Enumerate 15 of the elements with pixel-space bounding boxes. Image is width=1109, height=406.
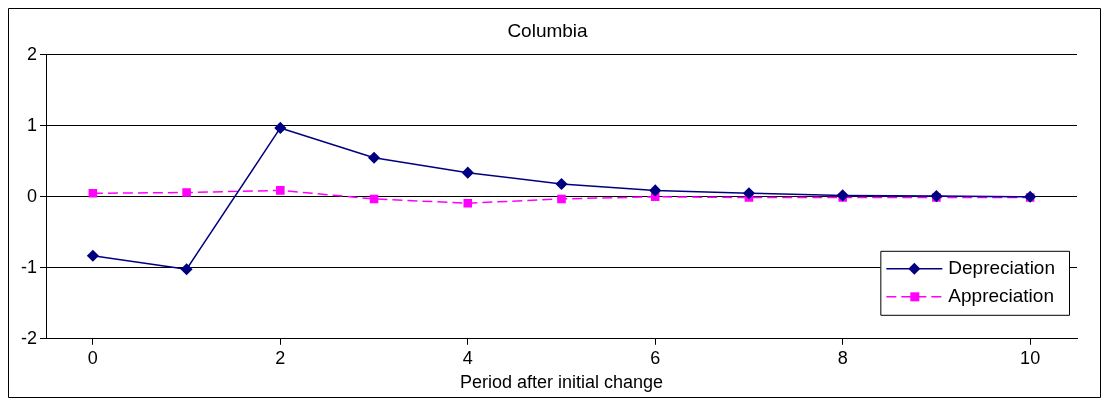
y-tick-label: 1 [26,114,37,135]
y-tick-label: 2 [26,43,37,64]
x-axis-title: Period after initial change [459,372,664,393]
y-tick-label: 0 [26,185,37,206]
x-tick-label: 0 [87,347,98,368]
legend-label: Appreciation [948,285,1054,307]
x-tick-label: 6 [650,347,661,368]
y-tick-label: -2 [20,327,37,348]
legend-label: Depreciation [948,257,1055,279]
x-tick-label: 4 [462,347,473,368]
x-tick-label: 8 [837,347,848,368]
x-tick-label: 2 [275,347,286,368]
chart-title: Columbia [507,19,589,41]
x-tick-label: 10 [1020,347,1041,368]
y-tick-label: -1 [20,256,37,277]
